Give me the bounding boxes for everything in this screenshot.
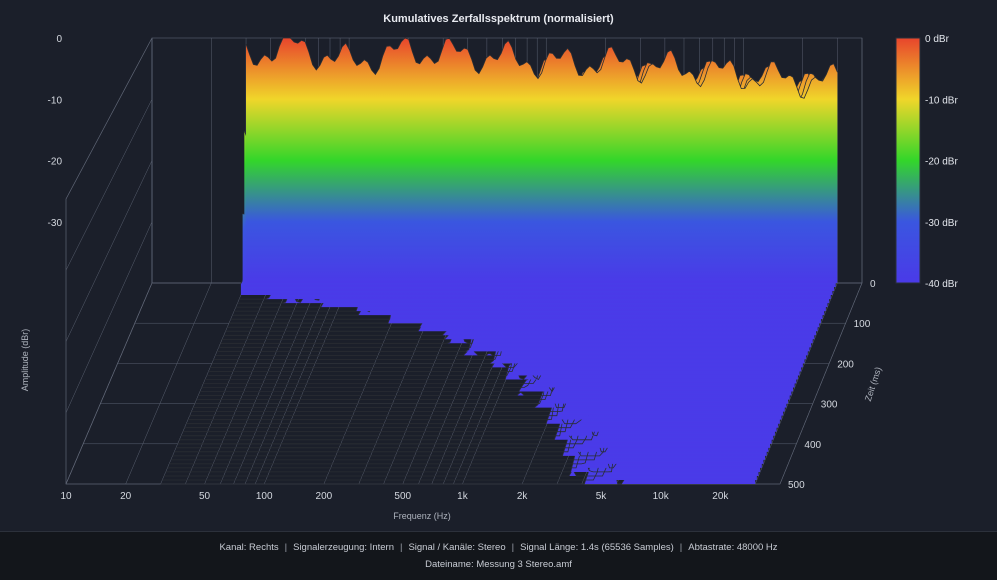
chart-title: Kumulatives Zerfallsspektrum (normalisie… bbox=[383, 13, 614, 25]
z-axis-label: Zeit (ms) bbox=[863, 366, 883, 403]
footer-filename-row: Dateiname: Messung 3 Stereo.amf bbox=[0, 559, 997, 570]
grid-line bbox=[65, 282, 153, 485]
waterfall-chart: 10 20 50 100 200 500 1k 2k 5k 10k 20k 0 -10 -20 -30 0 10… bbox=[20, 34, 958, 521]
decay-slice-fill bbox=[246, 38, 838, 283]
x-tick-label: 200 bbox=[316, 491, 333, 502]
footer-info-row: Kanal: Rechts | Signalerzeugung: Intern | Si… bbox=[0, 542, 997, 553]
footer-kanal: Kanal: Rechts bbox=[219, 542, 279, 553]
z-tick-label: 0 bbox=[870, 279, 876, 290]
colorbar bbox=[895, 37, 921, 284]
z-tick-label: 200 bbox=[837, 359, 854, 370]
y-tick-label: -30 bbox=[48, 218, 63, 229]
x-tick-label: 20k bbox=[712, 491, 729, 502]
z-tick-label: 500 bbox=[788, 480, 805, 491]
footer-separator: | bbox=[511, 542, 515, 553]
x-tick-label: 50 bbox=[199, 491, 211, 502]
footer-dateiname: Dateiname: Messung 3 Stereo.amf bbox=[425, 559, 572, 570]
grid-line bbox=[125, 282, 212, 485]
y-tick-label: 0 bbox=[56, 34, 62, 45]
grid-line bbox=[65, 221, 153, 413]
grid-line bbox=[65, 99, 153, 271]
colorbar-label: -20 dBr bbox=[925, 157, 958, 168]
x-tick-label: 5k bbox=[596, 491, 608, 502]
axes-layer: 10 20 50 100 200 500 1k 2k 5k 10k 20k 0 -10 -20 -30 0 10… bbox=[20, 34, 883, 521]
grid-line bbox=[779, 282, 863, 485]
x-tick-label: 10k bbox=[653, 491, 670, 502]
y-tick-label: -20 bbox=[48, 157, 63, 168]
status-footer: Kanal: Rechts | Signalerzeugung: Intern | Si… bbox=[0, 531, 997, 580]
footer-abtastrate: Abtastrate: 48000 Hz bbox=[688, 542, 778, 553]
x-axis-label: Frequenz (Hz) bbox=[393, 511, 451, 521]
footer-separator: | bbox=[679, 542, 683, 553]
x-tick-label: 1k bbox=[457, 491, 469, 502]
footer-kanaele: Signal / Kanäle: Stereo bbox=[408, 542, 506, 553]
decay-slice-line bbox=[245, 37, 838, 99]
z-tick-label: 400 bbox=[804, 440, 821, 451]
z-tick-label: 100 bbox=[854, 319, 871, 330]
x-tick-label: 2k bbox=[517, 491, 529, 502]
colorbar-legend: 0 dBr -10 dBr -20 dBr -30 dBr -40 dBr bbox=[895, 34, 958, 290]
grid-line bbox=[65, 160, 153, 342]
colorbar-label: 0 dBr bbox=[925, 34, 950, 45]
footer-separator: | bbox=[399, 542, 403, 553]
plot-area: 10 20 50 100 200 500 1k 2k 5k 10k 20k 0 -10 -20 -30 0 10… bbox=[20, 13, 958, 521]
colorbar-label: -10 dBr bbox=[925, 95, 958, 106]
footer-signalerzeugung: Signalerzeugung: Intern bbox=[293, 542, 394, 553]
footer-separator: | bbox=[284, 542, 288, 553]
slices-layer bbox=[160, 37, 838, 485]
grid-line bbox=[65, 37, 153, 200]
left-wall bbox=[65, 37, 153, 485]
footer-laenge: Signal Länge: 1.4s (65536 Samples) bbox=[520, 542, 674, 553]
x-tick-label: 500 bbox=[394, 491, 411, 502]
colorbar-label: -40 dBr bbox=[925, 279, 958, 290]
colorbar-label: -30 dBr bbox=[925, 218, 958, 229]
y-tick-label: -10 bbox=[48, 95, 63, 106]
x-tick-label: 10 bbox=[60, 491, 72, 502]
grid-line bbox=[755, 282, 838, 485]
x-tick-label: 20 bbox=[120, 491, 132, 502]
y-axis-label: Amplitude (dBr) bbox=[20, 329, 30, 392]
z-tick-label: 300 bbox=[821, 400, 838, 411]
x-tick-label: 100 bbox=[256, 491, 273, 502]
